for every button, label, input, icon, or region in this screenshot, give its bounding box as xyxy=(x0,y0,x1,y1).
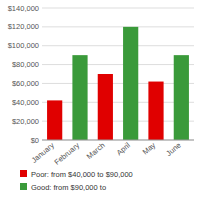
bar xyxy=(123,27,138,140)
chart: $0 $20,000 $40,000 $60,000 $80,000 $100,000 $1… xyxy=(0,0,200,200)
x-tick-label: March xyxy=(85,141,107,161)
y-tick-label: $120,000 xyxy=(8,22,39,31)
grid-line xyxy=(42,45,194,46)
grid-line xyxy=(42,64,194,65)
bars xyxy=(47,27,189,140)
grid-line xyxy=(42,8,194,9)
y-tick-label: $0 xyxy=(31,136,39,145)
grid-line xyxy=(42,26,194,27)
x-tick-label: February xyxy=(53,140,82,166)
legend-swatch xyxy=(20,170,27,177)
legend-swatch xyxy=(20,183,27,190)
bar xyxy=(72,55,87,140)
grid-line xyxy=(42,83,194,84)
bar xyxy=(98,74,113,140)
bar xyxy=(148,82,163,140)
bar xyxy=(47,100,62,140)
x-tick-label: May xyxy=(141,140,158,156)
x-tick-label: June xyxy=(164,141,182,158)
y-tick-label: $140,000 xyxy=(8,4,39,13)
grid-line xyxy=(42,140,194,141)
y-tick-label: $100,000 xyxy=(8,41,39,50)
y-tick-label: $40,000 xyxy=(12,98,39,107)
grid xyxy=(42,8,194,140)
y-tick-label: $20,000 xyxy=(12,117,39,126)
y-tick-label: $80,000 xyxy=(12,60,39,69)
y-tick-label: $60,000 xyxy=(12,79,39,88)
chart-container: $0 $20,000 $40,000 $60,000 $80,000 $100,000 $1… xyxy=(0,0,200,200)
x-axis-line xyxy=(42,140,194,141)
legend-label: Good: from $90,000 to xyxy=(31,183,106,192)
x-tick-label: April xyxy=(115,140,133,157)
legend-label: Poor: from $40,000 to $90,000 xyxy=(31,170,133,179)
grid-line xyxy=(42,121,194,122)
grid-line xyxy=(42,102,194,103)
legend: Poor: from $40,000 to $90,000 Good: from … xyxy=(20,170,133,192)
bar xyxy=(174,55,189,140)
